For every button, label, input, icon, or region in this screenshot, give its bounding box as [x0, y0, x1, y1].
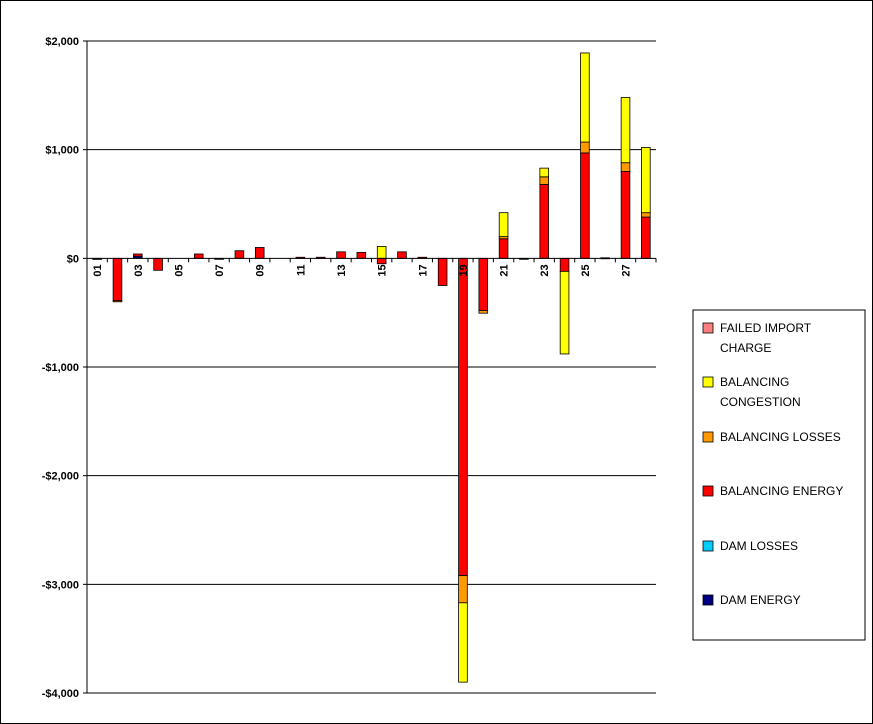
bar-segment — [580, 152, 590, 259]
bar-segment — [112, 300, 123, 303]
x-tick-label: 25 — [580, 264, 592, 276]
x-tick-label: 23 — [539, 264, 551, 276]
bar-segment — [254, 247, 265, 259]
bar-segment — [539, 167, 550, 178]
bar-segment — [376, 245, 387, 259]
y-tick-label: -$3,000 — [42, 579, 79, 591]
y-tick-label: -$2,000 — [42, 471, 79, 483]
x-tick-label: 17 — [417, 264, 429, 276]
legend-swatch — [702, 431, 714, 443]
x-axis: 01 03 05 07 09 11 13 15 17 19 21 23 25 27 — [86, 257, 657, 277]
legend-label: DAM ENERGY — [720, 593, 801, 607]
y-tick-label: $1,000 — [45, 145, 79, 157]
bar-segment — [153, 257, 163, 271]
y-tick-label: $0 — [67, 253, 79, 265]
x-tick-label: 19 — [458, 264, 470, 276]
legend-label: FAILED IMPORT CHARGE — [720, 321, 812, 355]
legend-swatch — [702, 376, 714, 388]
bar-segment — [193, 253, 204, 259]
bar-segment — [559, 257, 570, 272]
x-tick-label: 03 — [133, 264, 145, 276]
bar-segment — [478, 310, 489, 314]
bar-segment — [112, 257, 123, 302]
x-tick-label: 01 — [92, 264, 104, 276]
bar-segment — [397, 251, 407, 259]
bar-segment — [234, 250, 245, 259]
x-tick-label: 07 — [214, 264, 226, 276]
x-tick-label: 13 — [336, 264, 348, 276]
legend-swatch — [702, 322, 714, 334]
legend-label: BALANCING LOSSES — [720, 430, 841, 444]
bar-segment — [620, 97, 631, 164]
legend-swatch — [702, 485, 714, 497]
x-tick-label: 27 — [621, 264, 633, 276]
x-tick-label: 11 — [295, 264, 307, 276]
bar-segment — [437, 257, 448, 286]
bar-segment — [376, 257, 387, 265]
bar-segment — [133, 253, 143, 257]
x-tick-label: 15 — [377, 264, 389, 276]
bar-segment — [458, 575, 468, 604]
bar-segment — [580, 141, 590, 154]
legend-box — [692, 309, 866, 641]
x-tick-label: 05 — [173, 264, 185, 276]
y-axis: $2,000 $1,000 $0 -$1,000 -$2,000 -$3,000 -$4,0… — [42, 36, 88, 700]
legend: FAILED IMPORT CHARGE BALANCING CONGESTION BA… — [692, 309, 866, 641]
bar-segment — [641, 216, 651, 259]
legend-swatch — [702, 540, 714, 552]
legend-swatch — [702, 594, 714, 606]
x-tick-label: 09 — [255, 264, 267, 276]
bar-segment — [458, 257, 468, 577]
legend-label: BALANCING ENERGY — [720, 484, 843, 498]
bar-segment — [336, 251, 346, 259]
bar-segment — [559, 270, 570, 355]
bar-segment — [539, 184, 550, 259]
y-tick-label: -$4,000 — [42, 688, 79, 700]
x-tick-label: 21 — [499, 264, 511, 276]
bar-segment — [620, 170, 631, 259]
legend-label: BALANCING CONGESTION — [720, 375, 801, 409]
legend-label: DAM LOSSES — [720, 539, 798, 553]
bar-segment — [620, 162, 631, 172]
bar-segment — [539, 176, 550, 185]
bar-segment — [580, 52, 590, 143]
gridlines — [87, 40, 656, 694]
bar-segment — [478, 257, 489, 311]
bars — [92, 52, 651, 683]
y-tick-label: $2,000 — [45, 36, 79, 48]
bar-segment — [498, 238, 509, 259]
bar-segment — [356, 251, 367, 259]
bar-segment — [498, 212, 509, 237]
bar-segment — [458, 602, 468, 683]
y-tick-label: -$1,000 — [42, 362, 79, 374]
bar-segment — [641, 212, 651, 218]
bar-segment — [641, 147, 651, 214]
